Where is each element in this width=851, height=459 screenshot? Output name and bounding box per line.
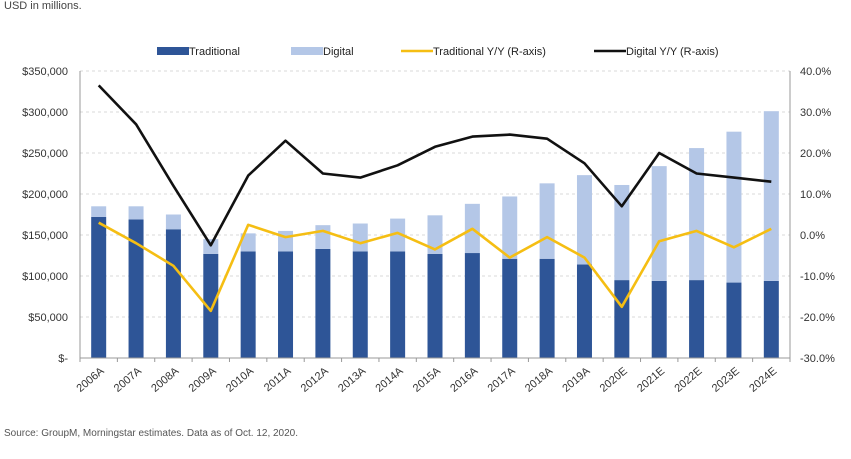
bar-digital (315, 225, 331, 249)
bar-digital (278, 230, 294, 252)
bar-digital (651, 166, 667, 281)
x-tick-label: 2006A (75, 365, 108, 395)
bar-digital (390, 218, 406, 252)
bar-digital (763, 111, 779, 281)
right-tick-label: 10.0% (800, 189, 831, 201)
bar-digital (576, 175, 592, 265)
x-tick-label: 2016A (448, 365, 481, 395)
bar-traditional (278, 251, 294, 358)
source-note: Source: GroupM, Morningstar estimates. D… (4, 428, 299, 439)
x-tick-label: 2010A (224, 365, 257, 395)
x-tick-label: 2014A (373, 365, 406, 395)
x-tick-label: 2007A (112, 365, 145, 395)
x-tick-label: 2017A (486, 365, 519, 395)
bar-traditional (390, 251, 406, 358)
bar-digital (352, 223, 368, 252)
bar-traditional (576, 264, 592, 358)
x-axis-ticks: 2006A 2007A 2008A 2009A 2010A 2011A 2012A 2013A… (75, 365, 780, 395)
x-tick-label: 2024E (747, 365, 779, 395)
left-tick-label: $250,000 (22, 148, 68, 160)
x-tick-label: 2008A (149, 365, 182, 395)
left-tick-label: $100,000 (22, 271, 68, 283)
bar-digital (427, 215, 443, 254)
bar-traditional (203, 253, 219, 358)
left-tick-label: $350,000 (22, 66, 68, 78)
left-tick-label: $150,000 (22, 230, 68, 242)
right-tick-label: 40.0% (800, 66, 831, 78)
x-tick-label: 2009A (187, 365, 220, 395)
legend-label: Traditional Y/Y (R-axis) (433, 46, 546, 58)
x-tick-label: 2015A (411, 365, 444, 395)
bar-traditional (651, 280, 667, 358)
right-tick-label: -10.0% (800, 271, 835, 283)
bar-digital (240, 233, 256, 252)
right-tick-label: 30.0% (800, 107, 831, 119)
bar-digital (614, 184, 630, 281)
bar-traditional (614, 280, 630, 358)
x-tick-label: 2012A (299, 365, 332, 395)
lines (97, 84, 772, 313)
x-tick-label: 2022E (672, 365, 704, 395)
x-tick-label: 2023E (710, 365, 742, 395)
left-tick-label: $- (58, 353, 68, 365)
axes (79, 71, 791, 362)
bar-traditional (315, 248, 331, 358)
bar-traditional (240, 251, 256, 358)
x-tick-label: 2018A (523, 365, 556, 395)
bar-traditional (91, 216, 107, 358)
bar-traditional (464, 253, 480, 358)
bar-traditional (763, 280, 779, 358)
right-tick-label: 0.0% (800, 230, 825, 242)
x-tick-label: 2011A (262, 365, 294, 395)
legend-label: Traditional (189, 46, 240, 58)
legend-swatch-traditional (157, 47, 189, 55)
bar-traditional (352, 251, 368, 358)
bar-digital (165, 214, 181, 230)
left-tick-label: $200,000 (22, 189, 68, 201)
bar-traditional (689, 280, 705, 358)
unit-note: USD in millions. (4, 0, 82, 12)
legend: Traditional Digital Traditional Y/Y (R-axi… (157, 46, 719, 58)
x-tick-label: 2013A (336, 365, 369, 395)
bar-traditional (165, 229, 181, 358)
bar-traditional (502, 258, 518, 358)
x-tick-label: 2020E (598, 365, 630, 395)
left-axis-ticks: $- $50,000 $100,000 $150,000 $200,000 $250,00… (22, 66, 68, 365)
bar-traditional (128, 219, 144, 358)
line-traditional-yoy (98, 221, 772, 313)
bar-digital (91, 206, 107, 217)
legend-label: Digital (323, 46, 354, 58)
right-tick-label: 20.0% (800, 148, 831, 160)
legend-swatch-digital (291, 47, 323, 55)
x-tick-label: 2021E (635, 365, 667, 395)
right-axis-ticks: -30.0% -20.0% -10.0% 0.0% 10.0% 20.0% 30.0% 40.… (800, 66, 835, 365)
right-tick-label: -20.0% (800, 312, 835, 324)
line-digital-yoy (97, 84, 772, 247)
bar-traditional (539, 258, 555, 358)
bar-digital (128, 206, 144, 220)
bar-digital (726, 131, 742, 283)
x-tick-label: 2019A (560, 365, 593, 395)
bar-digital (539, 183, 555, 259)
bar-traditional (726, 282, 742, 358)
left-tick-label: $300,000 (22, 107, 68, 119)
left-tick-label: $50,000 (28, 312, 68, 324)
bar-digital (502, 196, 518, 259)
legend-label: Digital Y/Y (R-axis) (626, 46, 719, 58)
bar-digital (689, 148, 705, 281)
right-tick-label: -30.0% (800, 353, 835, 365)
bar-traditional (427, 253, 443, 358)
